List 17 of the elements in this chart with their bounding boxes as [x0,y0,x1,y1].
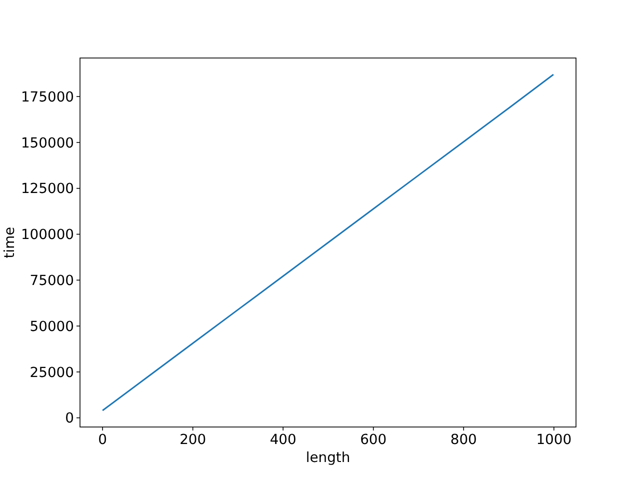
x-tick-label: 400 [270,432,296,448]
y-axis-title: time [2,226,18,258]
x-tick-label: 600 [360,432,387,448]
y-tick-label: 25000 [30,364,74,381]
line-series [102,74,554,412]
y-tick-label: 175000 [20,89,74,106]
x-tick-label: 800 [450,432,477,448]
y-tick-label: 125000 [20,181,74,198]
x-axis-title: length [306,450,350,466]
y-tick-label: 0 [65,410,74,427]
y-tick-label: 100000 [20,227,74,244]
y-tick-label: 150000 [20,135,74,152]
x-tick-label: 0 [98,432,107,448]
x-tick-label: 1000 [536,432,572,448]
x-tick-label: 200 [180,432,206,448]
y-tick-label: 50000 [30,318,74,335]
y-tick-label: 75000 [30,273,74,289]
